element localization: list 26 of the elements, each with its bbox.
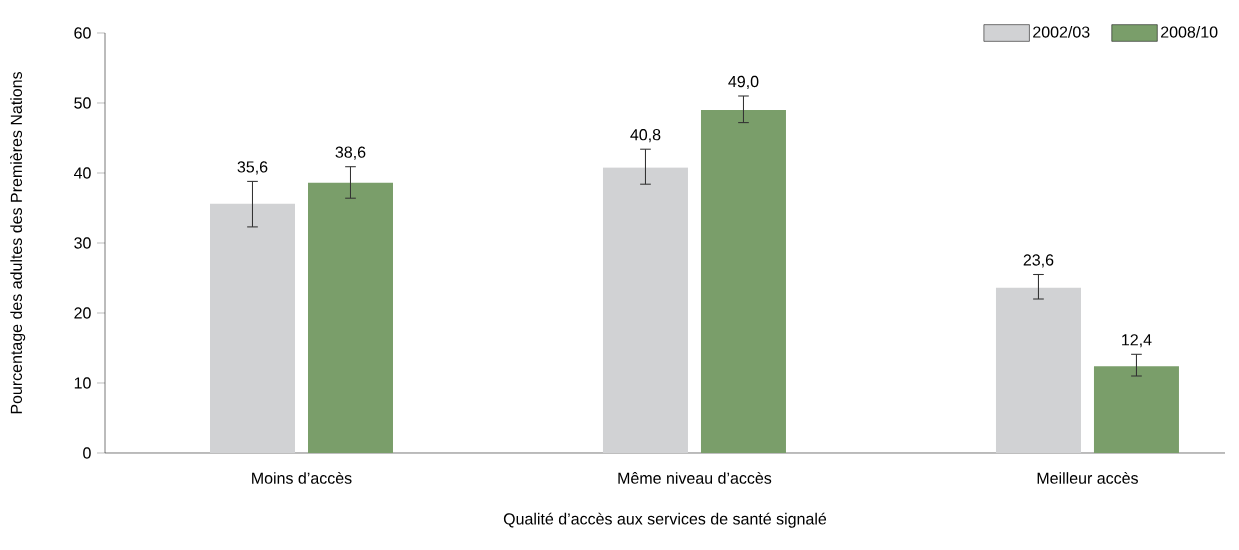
data-label: 40,8 (630, 129, 661, 143)
y-tick-label: 10 (74, 377, 91, 389)
bar (995, 287, 1081, 453)
y-tick-label: 20 (74, 307, 91, 319)
data-label: 38,6 (335, 146, 366, 160)
data-label: 23,6 (1023, 254, 1054, 268)
x-axis-title: Qualité d’accès aux services de santé signalé (503, 512, 827, 528)
y-axis-title: Pourcentage des adultes des Premières Nations (10, 71, 26, 414)
x-tick-label: Moins d’accès (252, 471, 352, 484)
legend-label: 2008/10 (1161, 26, 1218, 38)
y-tick-label: 50 (74, 97, 91, 109)
y-tick-label: 40 (73, 167, 91, 179)
data-label: 12,4 (1122, 334, 1152, 348)
bar (602, 167, 688, 453)
bar (700, 110, 786, 453)
data-label: 49,0 (728, 75, 759, 90)
legend-label: 2002/03 (1033, 26, 1090, 38)
bar (307, 182, 393, 453)
data-label: 35,6 (237, 161, 268, 175)
x-tick-label: Même niveau d’accès (618, 471, 772, 484)
y-tick-label: 0 (83, 447, 91, 459)
y-tick-label: 30 (74, 237, 91, 249)
bar (209, 203, 295, 453)
y-tick-label: 60 (74, 27, 91, 39)
x-tick-label: Meilleur accès (1037, 471, 1138, 484)
bar (1093, 366, 1179, 453)
